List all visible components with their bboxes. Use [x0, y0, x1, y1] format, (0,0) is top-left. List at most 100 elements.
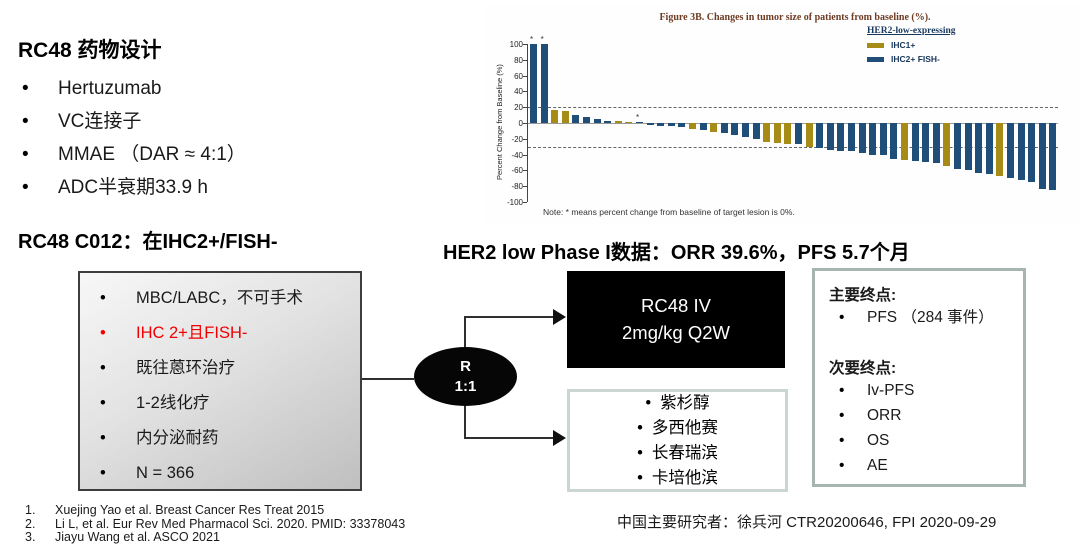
- y-tick-mark: [523, 107, 527, 109]
- secondary-endpoint-item: AE: [829, 453, 1013, 478]
- waterfall-bar: [710, 123, 718, 132]
- waterfall-bar: [901, 123, 908, 161]
- waterfall-bar: [540, 44, 548, 123]
- waterfall-bar: [858, 123, 866, 154]
- enrollment-item: N = 366: [80, 456, 360, 491]
- secondary-endpoint-label: 次要终点:: [829, 360, 897, 377]
- waterfall-bar: [816, 123, 824, 149]
- waterfall-bar: [996, 123, 1004, 176]
- y-tick-label: -20: [511, 134, 523, 144]
- chemo-item-label: 长春瑞滨: [651, 443, 718, 462]
- y-tick-label: 40: [514, 87, 523, 97]
- waterfall-bar: [625, 122, 633, 123]
- waterfall-bar: [795, 123, 802, 145]
- waterfall-bar: [614, 121, 622, 123]
- y-tick-mark: [523, 59, 527, 61]
- investigator-footer: 中国主要研究者：徐兵河 CTR20200646, FPI 2020-09-29: [617, 514, 997, 531]
- legend-entry-label: IHC2+ FISH-: [891, 54, 940, 64]
- drug-design-section: RC48 药物设计 HertuzumabVC连接子MMAE （DAR ≈ 4:1…: [18, 34, 438, 204]
- rc48-arm-line2: 2mg/kg Q2W: [622, 321, 730, 343]
- chart-y-axis: 100 80 60 40 20 0 -20 -40 -60 -80 -100: [487, 40, 523, 207]
- legend-entry: IHC1+: [867, 40, 956, 50]
- reference-number: 3.: [25, 530, 36, 544]
- chart-note: Note: * means percent change from baseli…: [543, 207, 795, 217]
- chemo-item-label: 多西他赛: [651, 418, 718, 437]
- primary-endpoint-list: PFS （284 事件）: [829, 305, 1013, 330]
- waterfall-bar: [636, 122, 643, 123]
- drug-design-item: MMAE （DAR ≈ 4:1）: [18, 138, 438, 171]
- waterfall-bar: [943, 123, 951, 167]
- phase1-data-heading: HER2 low Phase I数据：ORR 39.6%，PFS 5.7个月: [443, 242, 910, 264]
- chart-legend-entries: IHC1+ IHC2+ FISH-: [867, 40, 956, 64]
- zero-change-asterisk: *: [540, 35, 544, 44]
- y-tick-mark: [523, 91, 527, 93]
- waterfall-bar: [699, 123, 707, 131]
- waterfall-bar: [731, 123, 739, 135]
- y-tick-label: 60: [514, 71, 523, 81]
- connector-line: [464, 404, 466, 439]
- waterfall-bar: [720, 123, 728, 134]
- drug-design-title: RC48 药物设计: [18, 39, 162, 62]
- reference-dashed-line: [528, 107, 1058, 109]
- chemo-item-label: 卡培他滨: [651, 468, 718, 487]
- enrollment-item: 1-2线化疗: [80, 386, 360, 421]
- study-heading: RC48 C012：在IHC2+/FISH-: [18, 231, 278, 253]
- waterfall-bar: [763, 123, 771, 142]
- reference-text: Li L, et al. Eur Rev Med Pharmacol Sci. …: [55, 516, 406, 531]
- waterfall-bar: [837, 123, 845, 151]
- y-tick-mark: [523, 170, 527, 172]
- waterfall-bar: [752, 123, 760, 139]
- waterfall-bar: [678, 123, 686, 127]
- legend-entry: IHC2+ FISH-: [867, 54, 956, 64]
- chemo-item: • 多西他赛: [637, 416, 718, 441]
- randomization-node: R 1:1: [414, 347, 517, 406]
- secondary-endpoint-item: Iv-PFS: [829, 378, 1013, 403]
- randomization-letter: R: [460, 358, 471, 375]
- zero-change-asterisk: *: [530, 35, 534, 44]
- bullet-icon: •: [637, 443, 643, 462]
- waterfall-bar: [848, 123, 855, 152]
- reference-text: Jiayu Wang et al. ASCO 2021: [55, 530, 220, 544]
- secondary-endpoint-list: Iv-PFSORROSAE: [829, 378, 1013, 478]
- spacer: [829, 330, 1013, 356]
- waterfall-bar: [604, 120, 612, 123]
- primary-endpoint-label: 主要终点:: [829, 287, 897, 304]
- primary-endpoint-item: PFS （284 事件）: [829, 305, 1013, 330]
- waterfall-bar: [1017, 123, 1025, 180]
- chart-legend-title: HER2-low-expressing: [867, 26, 956, 36]
- waterfall-bar: [1028, 123, 1036, 183]
- waterfall-chart: Figure 3B. Changes in tumor size of pati…: [485, 6, 1080, 224]
- waterfall-bar: [742, 123, 749, 138]
- y-tick-label: -60: [511, 166, 523, 176]
- chart-plot-area: * * *: [523, 35, 1058, 203]
- reference-row: 1. Xuejing Yao et al. Breast Cancer Res T…: [25, 503, 405, 518]
- waterfall-bar: [572, 115, 580, 123]
- y-tick-mark: [523, 202, 527, 203]
- chemo-item: • 紫杉醇: [645, 391, 709, 416]
- waterfall-bar: [922, 123, 930, 162]
- y-tick-mark: [523, 186, 527, 188]
- reference-number: 2.: [25, 516, 36, 531]
- drug-design-item: VC连接子: [18, 105, 438, 138]
- reference-dashed-line: [528, 146, 1058, 148]
- bullet-icon: •: [637, 468, 643, 487]
- endpoints-box: 主要终点: PFS （284 事件） 次要终点: Iv-PFSORROSAE: [812, 268, 1026, 487]
- waterfall-bar: [805, 123, 813, 147]
- connector-line: [464, 316, 554, 318]
- y-tick-label: 0: [518, 119, 523, 128]
- y-tick-mark: [523, 154, 527, 156]
- waterfall-bar: [583, 116, 590, 123]
- bullet-icon: •: [645, 393, 652, 412]
- y-tick-mark: [523, 75, 527, 77]
- zero-change-asterisk: *: [636, 113, 640, 123]
- y-tick-label: 20: [514, 103, 523, 113]
- arrow-right-icon: [553, 430, 566, 446]
- waterfall-bar: [985, 123, 993, 175]
- waterfall-bar: [667, 123, 675, 127]
- legend-entry-label: IHC1+: [891, 40, 916, 50]
- reference-row: 3. Jiayu Wang et al. ASCO 2021: [25, 530, 405, 545]
- chemo-item: • 长春瑞滨: [637, 441, 718, 466]
- waterfall-bar: [561, 111, 569, 123]
- waterfall-bar: [593, 119, 601, 123]
- reference-text: Xuejing Yao et al. Breast Cancer Res Tre…: [55, 503, 325, 517]
